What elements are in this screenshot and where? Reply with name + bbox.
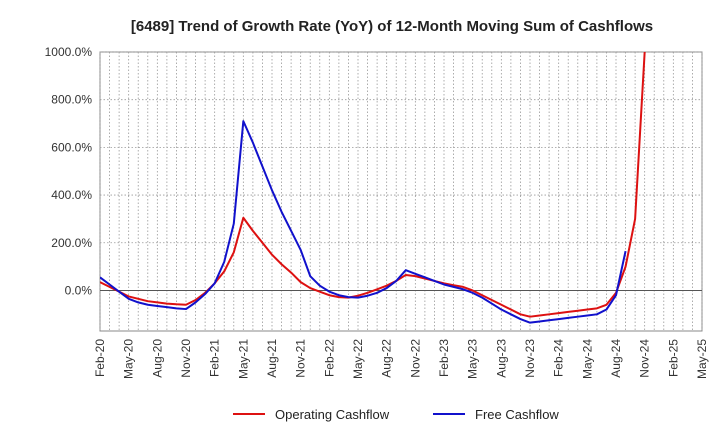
series-lines	[100, 52, 646, 324]
x-tick-label: Feb-20	[93, 339, 107, 377]
x-tick-label: May-20	[122, 339, 136, 379]
x-tick-label: Aug-21	[265, 339, 279, 378]
x-tick-label: May-23	[466, 339, 480, 379]
y-tick-label: 400.0%	[51, 188, 92, 202]
x-tick-label: Feb-23	[437, 339, 451, 377]
y-tick-label: 200.0%	[51, 236, 92, 250]
y-tick-label: 600.0%	[51, 140, 92, 154]
x-tick-label: Nov-24	[638, 339, 652, 378]
plot-frame	[99, 51, 703, 332]
x-tick-label: May-22	[351, 339, 365, 379]
x-tick-label: May-21	[236, 339, 250, 379]
y-axis-ticks: 1000.0% 800.0% 600.0% 400.0% 200.0% 0.0%	[45, 45, 93, 297]
x-tick-label: May-25	[695, 339, 709, 379]
x-tick-label: Aug-23	[494, 339, 508, 378]
x-tick-label: Aug-24	[609, 339, 623, 378]
x-tick-label: Feb-25	[666, 339, 680, 377]
y-tick-label: 800.0%	[51, 93, 92, 107]
x-axis-ticks: Feb-20 May-20 Aug-20 Nov-20 Feb-21 May-21 Aug-…	[93, 339, 709, 379]
series-line-free-cashflow	[100, 120, 627, 324]
x-tick-label: Feb-24	[552, 339, 566, 377]
x-tick-label: Nov-23	[523, 339, 537, 378]
x-tick-label: Nov-20	[179, 339, 193, 378]
chart-title: [6489] Trend of Growth Rate (YoY) of 12-…	[131, 18, 653, 35]
x-tick-label: May-24	[580, 339, 594, 379]
x-tick-label: Nov-21	[294, 339, 308, 378]
legend-label-free: Free Cashflow	[475, 407, 559, 422]
grid	[99, 51, 703, 331]
y-tick-label: 1000.0%	[45, 45, 93, 59]
x-tick-label: Nov-22	[408, 339, 422, 378]
series-line-operating-cashflow	[100, 52, 646, 318]
legend: Operating Cashflow Free Cashflow	[233, 407, 559, 422]
legend-label-operating: Operating Cashflow	[275, 407, 390, 422]
x-tick-label: Feb-21	[208, 339, 222, 377]
plot-area	[99, 51, 703, 332]
x-tick-label: Aug-22	[380, 339, 394, 378]
x-tick-label: Feb-22	[322, 339, 336, 377]
y-tick-label: 0.0%	[65, 283, 93, 297]
x-tick-label: Aug-20	[150, 339, 164, 378]
